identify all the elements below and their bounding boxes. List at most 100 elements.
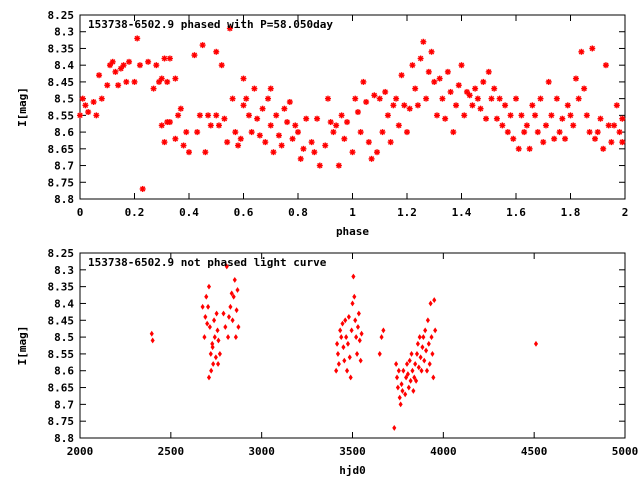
data-point xyxy=(431,78,438,85)
data-point xyxy=(346,313,351,320)
data-point xyxy=(377,350,382,357)
x-tick-label: 2500 xyxy=(158,445,185,458)
data-point xyxy=(419,367,424,374)
data-point xyxy=(300,145,307,152)
data-point xyxy=(335,162,342,169)
data-point xyxy=(259,105,266,112)
data-point xyxy=(210,344,215,351)
data-point xyxy=(344,119,351,126)
data-point xyxy=(224,263,229,270)
data-points xyxy=(149,263,539,431)
data-point xyxy=(214,310,219,317)
data-point xyxy=(355,324,360,330)
data-point xyxy=(203,313,208,320)
y-tick-label: 8.55 xyxy=(48,109,75,122)
data-point xyxy=(496,95,503,102)
x-tick-label: 0.6 xyxy=(234,206,254,219)
data-point xyxy=(79,95,86,102)
data-point xyxy=(96,72,103,79)
y-tick-label: 8.6 xyxy=(54,365,74,378)
data-point xyxy=(352,293,357,300)
data-point xyxy=(425,317,430,324)
data-point xyxy=(423,327,428,334)
data-point xyxy=(93,112,100,119)
data-point xyxy=(423,95,430,102)
x-tick-label: 0.2 xyxy=(125,206,145,219)
data-point xyxy=(200,303,205,310)
data-point xyxy=(597,115,604,122)
y-tick-label: 8.45 xyxy=(48,76,75,89)
data-point xyxy=(202,149,209,156)
data-point xyxy=(204,293,209,300)
data-point xyxy=(235,287,240,293)
data-point xyxy=(526,145,533,152)
data-point xyxy=(365,139,372,146)
data-point xyxy=(303,115,310,122)
data-point xyxy=(376,95,383,102)
data-point xyxy=(90,98,97,105)
data-point xyxy=(340,320,345,327)
data-point xyxy=(356,310,361,317)
plot-frame xyxy=(79,14,626,200)
y-tick-label: 8.8 xyxy=(54,193,74,206)
data-point xyxy=(335,340,340,347)
data-point xyxy=(499,122,506,129)
data-point xyxy=(134,35,141,42)
data-point xyxy=(327,119,334,126)
y-tick-label: 8.7 xyxy=(54,398,74,411)
x-tick-label: 1.6 xyxy=(506,206,526,219)
data-point xyxy=(453,102,460,109)
data-point xyxy=(570,122,577,129)
data-point xyxy=(592,135,599,142)
data-point xyxy=(104,82,111,89)
data-point xyxy=(273,112,280,119)
data-point xyxy=(556,129,563,136)
data-point xyxy=(221,115,228,122)
data-point xyxy=(442,115,449,122)
data-point xyxy=(215,122,222,129)
data-point xyxy=(231,293,236,300)
data-point xyxy=(360,78,367,85)
y-tick-label: 8.4 xyxy=(54,297,74,310)
data-point xyxy=(85,109,92,116)
data-point xyxy=(393,95,400,102)
data-point xyxy=(212,317,217,324)
data-point xyxy=(153,62,160,69)
data-point xyxy=(139,185,146,192)
x-tick-label: 3500 xyxy=(339,445,366,458)
data-point xyxy=(245,112,252,119)
data-point xyxy=(161,139,168,146)
data-point xyxy=(450,129,457,136)
data-point xyxy=(308,139,315,146)
data-point xyxy=(619,115,626,122)
data-point xyxy=(477,105,484,112)
data-point xyxy=(229,95,236,102)
data-point xyxy=(542,122,549,129)
data-point xyxy=(338,112,345,119)
data-point xyxy=(409,62,416,69)
data-point xyxy=(228,303,233,310)
data-point xyxy=(149,330,154,337)
data-point xyxy=(469,102,476,109)
data-point xyxy=(354,350,360,357)
data-point xyxy=(406,384,411,391)
data-point xyxy=(166,55,173,62)
data-point xyxy=(177,105,184,112)
data-point xyxy=(433,327,438,334)
data-point xyxy=(608,139,615,146)
data-point xyxy=(564,102,571,109)
data-point xyxy=(202,334,207,341)
data-point xyxy=(439,95,446,102)
data-point xyxy=(374,149,381,156)
data-point xyxy=(235,142,242,149)
data-point xyxy=(424,367,430,374)
data-point xyxy=(357,337,362,344)
data-point xyxy=(158,122,165,129)
data-point xyxy=(404,129,410,136)
x-axis-label: hjd0 xyxy=(339,464,366,477)
data-point xyxy=(428,300,433,307)
data-point xyxy=(404,374,409,381)
data-point xyxy=(589,45,596,52)
data-point xyxy=(314,115,321,122)
data-point xyxy=(513,95,519,102)
